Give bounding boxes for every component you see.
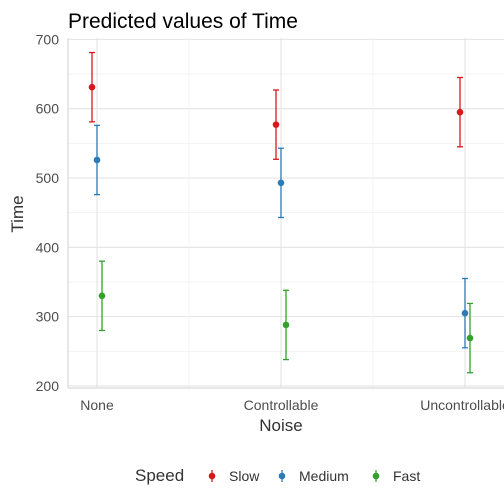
legend-label: Slow bbox=[229, 468, 260, 484]
axis-lines bbox=[67, 38, 504, 389]
data-point bbox=[93, 156, 101, 164]
data-point bbox=[282, 321, 290, 329]
x-tick-label: None bbox=[80, 397, 114, 413]
y-axis-title: Time bbox=[8, 195, 27, 232]
y-tick-label: 700 bbox=[36, 31, 60, 47]
data-point bbox=[466, 334, 474, 342]
y-tick-label: 600 bbox=[36, 101, 60, 117]
y-tick-label: 300 bbox=[36, 309, 60, 325]
legend-key-point bbox=[372, 472, 380, 480]
data-point bbox=[88, 83, 96, 91]
y-tick-labels: 200 300 400 500 600 700 bbox=[36, 31, 60, 394]
x-tick-labels: None Controllable Uncontrollable bbox=[80, 397, 504, 413]
data-point bbox=[272, 121, 280, 128]
data-point bbox=[456, 108, 464, 116]
x-tick-label: Uncontrollable bbox=[420, 397, 504, 413]
data-marks bbox=[88, 51, 474, 374]
data-point bbox=[277, 179, 285, 187]
legend-label: Medium bbox=[299, 468, 349, 484]
x-axis-title: Noise bbox=[259, 416, 302, 435]
legend-key-point bbox=[278, 472, 286, 480]
y-tick-label: 400 bbox=[36, 239, 60, 255]
legend-label: Fast bbox=[393, 468, 420, 484]
x-tick-label: Controllable bbox=[244, 397, 319, 413]
y-tick-label: 200 bbox=[36, 378, 60, 394]
legend-title: Speed bbox=[135, 466, 184, 485]
legend: Speed Slow Medium Fast bbox=[135, 466, 420, 485]
chart-title: Predicted values of Time bbox=[68, 10, 298, 33]
legend-key-point bbox=[208, 472, 216, 480]
data-point bbox=[461, 309, 469, 317]
y-tick-label: 500 bbox=[36, 170, 60, 186]
data-point bbox=[98, 292, 106, 300]
